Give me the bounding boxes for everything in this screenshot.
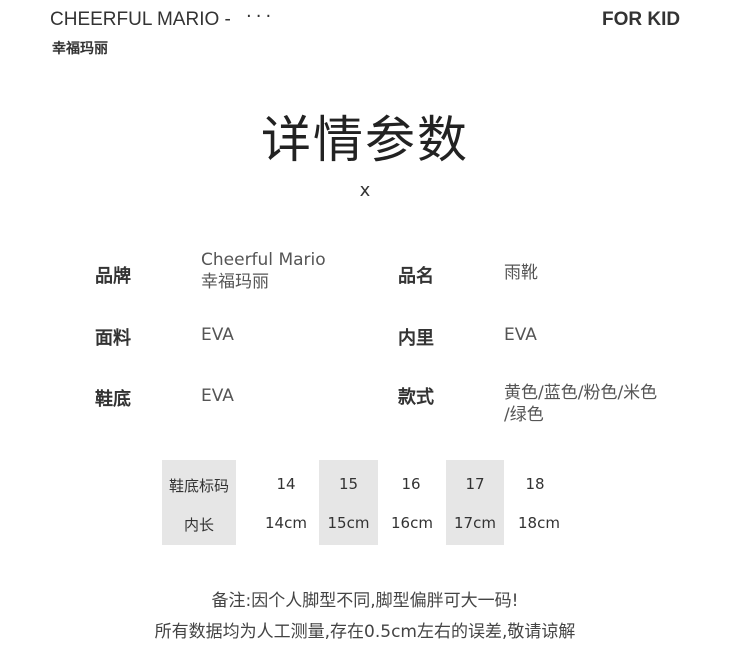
brand-name-cn: 幸福玛丽 <box>52 41 108 57</box>
note-line: 备注:因个人脚型不同,脚型偏胖可大一码! <box>211 591 519 611</box>
length-cell: 14cm <box>265 514 307 532</box>
length-cell: 16cm <box>391 514 433 532</box>
brand-name: CHEERFUL MARIO - <box>50 9 231 30</box>
size-cell: 18 <box>525 475 545 493</box>
size-cell: 14 <box>276 475 296 493</box>
spec-value: EVA <box>504 325 537 345</box>
spec-label: 鞋底 <box>95 389 131 410</box>
spec-label: 内里 <box>398 328 434 349</box>
spec-value: EVA <box>201 325 234 345</box>
row-header: 鞋底标码 <box>168 477 229 495</box>
spec-value: EVA <box>201 386 234 406</box>
spec-value: 雨靴 <box>504 263 538 283</box>
spec-value: 黄色/蓝色/粉色/米色 /绿色 <box>504 383 658 425</box>
length-cell: 15cm <box>327 514 370 532</box>
table-column-bg <box>319 460 378 545</box>
more-icon: ··· <box>246 6 276 27</box>
table-header-bg <box>162 460 236 545</box>
for-kid-label: FOR KID <box>602 9 681 30</box>
spec-label: 款式 <box>398 387 434 408</box>
table-column-bg <box>446 460 504 545</box>
spec-label: 面料 <box>95 328 131 349</box>
page-title: 详情参数 <box>261 111 469 169</box>
size-cell: 16 <box>401 475 421 493</box>
cross-icon: x <box>359 180 371 201</box>
size-cell: 15 <box>338 475 359 493</box>
spec-value: Cheerful Mario 幸福玛丽 <box>201 250 326 292</box>
length-cell: 18cm <box>518 514 560 532</box>
length-cell: 17cm <box>454 514 496 532</box>
spec-label: 品名 <box>398 266 434 287</box>
note-line: 所有数据均为人工测量,存在0.5cm左右的误差,敬请谅解 <box>154 622 576 642</box>
spec-label: 品牌 <box>95 266 131 287</box>
size-cell: 17 <box>465 475 485 493</box>
row-header: 内长 <box>183 516 214 534</box>
